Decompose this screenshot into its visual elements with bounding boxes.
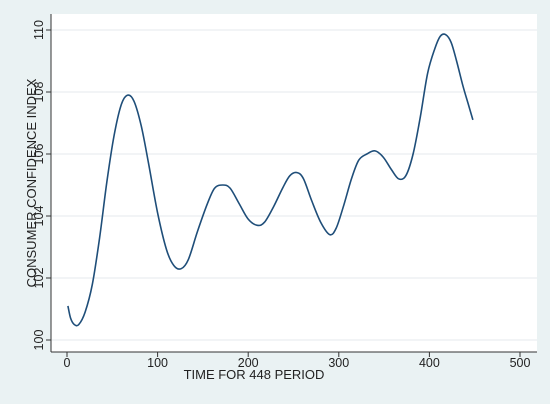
x-axis-title: TIME FOR 448 PERIOD — [184, 367, 325, 382]
y-tick-label-0: 100 — [32, 330, 46, 351]
series-line-0 — [67, 33, 474, 327]
y-tick-label-4: 108 — [32, 82, 46, 103]
y-tick-label-3: 106 — [32, 144, 46, 165]
x-tick-label-2: 200 — [238, 356, 259, 370]
y-tick-label-5: 110 — [32, 20, 46, 40]
x-tick-label-0: 0 — [64, 356, 71, 370]
tick-marks — [46, 29, 521, 357]
y-axis-title: CONSUMER CONFIDENCE INDEX — [24, 78, 39, 287]
y-tick-label-2: 104 — [32, 206, 46, 227]
series — [67, 33, 474, 327]
x-tick-label-3: 300 — [328, 356, 349, 370]
gridlines — [51, 29, 537, 341]
plot-region — [51, 14, 537, 352]
x-tick-label-5: 500 — [510, 356, 531, 370]
y-tick-label-1: 102 — [32, 268, 46, 289]
x-tick-label-4: 400 — [419, 356, 440, 370]
tick-labels: 100 102 104 106 108 110 0 100 200 300 400 500 — [32, 20, 530, 370]
x-tick-label-1: 100 — [147, 356, 168, 370]
axes — [50, 14, 537, 353]
